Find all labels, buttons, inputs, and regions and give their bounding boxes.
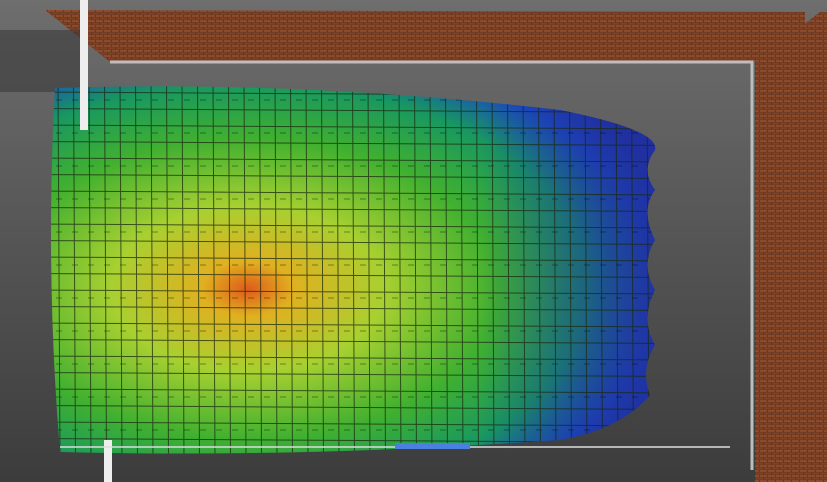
mesh-line-h [51,405,656,410]
mesh-line-v [600,86,603,454]
mesh-line-h [51,207,656,212]
mesh-line-v [119,86,123,454]
floor-highlight [395,443,470,449]
mesh-line-h [51,306,656,311]
mesh-line-h [51,190,656,196]
mesh-line-h [51,124,656,130]
mesh-line-v [104,86,107,454]
mesh-line-v [57,86,61,454]
top-wall [45,10,805,62]
pole-bottom [104,440,112,482]
corner-panel [0,30,80,92]
mesh-line-v [476,86,479,454]
mesh-line-v [73,86,76,454]
mesh-line-h [51,289,656,295]
pole-top [80,0,88,130]
mesh-line-v [150,86,154,454]
mesh-line-h [51,108,656,113]
mesh-line-h [51,141,656,146]
mesh-line-h [51,273,656,278]
mesh-line-v [522,86,526,454]
mesh-line-h [51,240,656,245]
mesh-line-v [429,86,433,454]
mesh-line-v [460,86,464,454]
mesh-line-v [166,86,169,454]
mesh-line-h [51,355,656,361]
mesh-line-h [51,174,656,179]
mesh-line-h [51,372,656,377]
mesh-line-v [507,86,510,454]
mesh-line-h [51,339,656,344]
mesh-line-v [631,86,634,454]
mesh-line-v [569,86,572,454]
mesh-line-v [228,86,231,454]
field-surface [51,86,656,454]
mesh-line-h [51,157,656,163]
mesh-line-v [197,86,200,454]
mesh-line-v [212,86,216,454]
mesh-line-h [51,322,656,328]
mesh-line-v [615,86,619,454]
mesh-line-h [51,223,656,229]
mesh-line-v [414,86,417,454]
mesh-line-v [243,86,247,454]
mesh-line-h [51,388,656,394]
mesh-line-v [538,86,541,454]
mesh-line-h [51,421,656,427]
frame-edge [110,60,754,470]
right-wall [755,12,827,482]
mesh-line-v [135,86,138,454]
mesh-line-v [88,86,92,454]
field-edge [51,86,656,454]
mesh-line-v [491,86,495,454]
mesh-line-v [445,86,448,454]
mesh-line-v [553,86,557,454]
mesh-line-h [51,256,656,262]
mesh-line-v [584,86,588,454]
mesh-line-v [181,86,185,454]
